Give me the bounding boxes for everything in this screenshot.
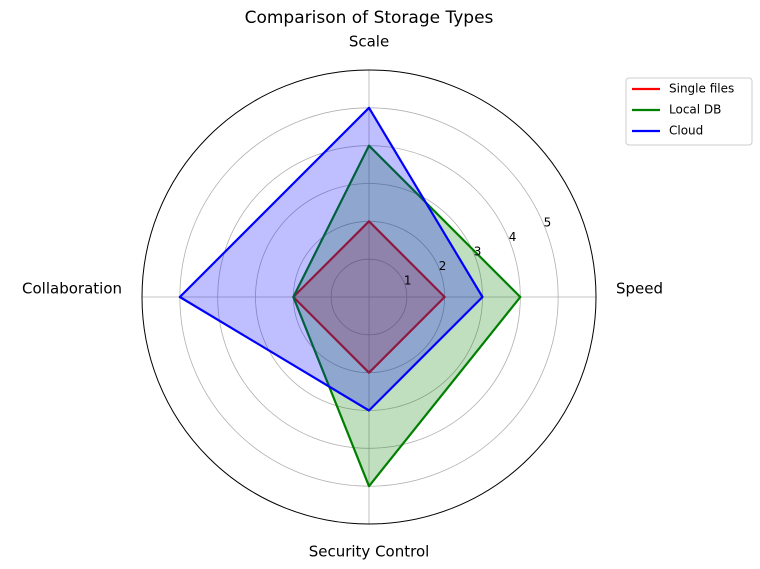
- category-label: Security Control: [309, 543, 430, 561]
- series-area: [178, 106, 484, 412]
- legend-label: Cloud: [669, 124, 703, 138]
- category-label: Scale: [349, 33, 389, 51]
- legend-label: Single files: [669, 82, 734, 96]
- chart-title: Comparison of Storage Types: [245, 8, 494, 28]
- r-tick-label: 5: [544, 216, 552, 230]
- r-tick-label: 3: [474, 245, 482, 259]
- outer-frame: [141, 69, 597, 525]
- r-tick-label: 1: [404, 273, 412, 287]
- category-label: Collaboration: [22, 280, 122, 298]
- legend-box: [625, 77, 753, 146]
- legend: Single files Local DB Cloud: [625, 77, 753, 146]
- series-area: [292, 144, 522, 488]
- r-tick-label: 4: [509, 230, 517, 244]
- r-tick-label: 2: [439, 259, 447, 273]
- category-label: Speed: [616, 280, 663, 298]
- legend-label: Local DB: [669, 103, 721, 117]
